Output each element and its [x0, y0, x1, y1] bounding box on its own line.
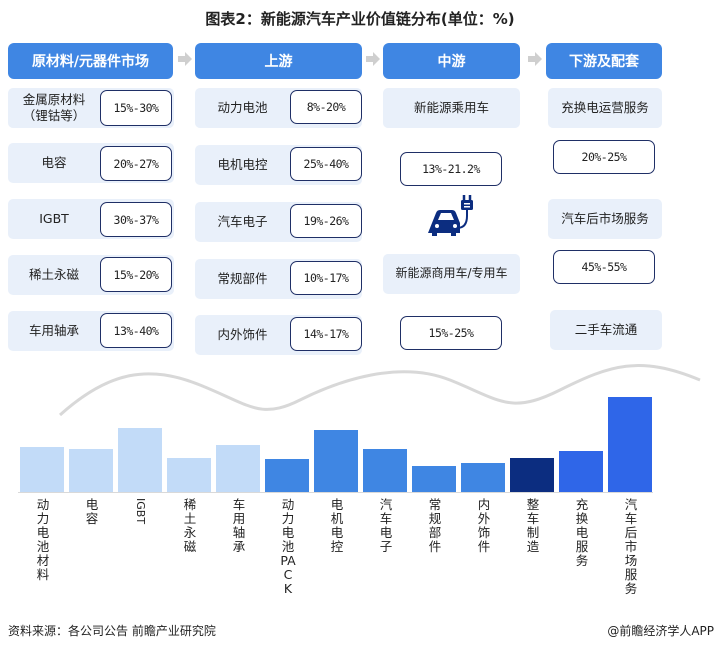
- range-badge: 8%-20%: [290, 90, 362, 124]
- item-commercial-nev: 新能源商用车/专用车: [383, 254, 520, 294]
- header-downstream: 下游及配套: [546, 43, 662, 79]
- item-passenger-nev: 新能源乘用车: [383, 88, 520, 128]
- x-tick-label: 稀土永磁: [183, 497, 197, 554]
- item-aftermarket-service: 汽车后市场服务: [548, 199, 662, 239]
- item-label: 充换电运营服务: [561, 99, 649, 115]
- item-label: 动力电池: [217, 99, 268, 115]
- x-tick-label: 车用轴承: [232, 497, 246, 554]
- chart-title: 图表2：新能源汽车产业价值链分布(单位：%): [205, 10, 515, 28]
- range-badge: 45%-55%: [553, 250, 655, 284]
- item-label: 二手车流通: [574, 321, 638, 337]
- source-note: 资料来源：各公司公告 前瞻产业研究院: [8, 624, 216, 638]
- x-tick-label: 内外饰件: [477, 497, 491, 554]
- x-axis: [18, 492, 653, 493]
- header-upstream: 上游: [195, 43, 362, 79]
- x-tick-label: 汽车后市场服务: [624, 497, 638, 596]
- item-label: 金属原材料（锂钴等）: [22, 91, 86, 123]
- x-tick-label: IGBT: [134, 498, 147, 525]
- item-label: 稀土永磁: [28, 266, 79, 282]
- bar: [461, 463, 505, 492]
- credit-note: @前瞻经济学人APP: [607, 624, 714, 638]
- x-tick-label: 整车制造: [526, 497, 540, 554]
- x-tick-label: 充换电服务: [575, 497, 589, 568]
- item-label: 电容: [41, 154, 67, 170]
- x-tick-label: 电机电控: [330, 497, 344, 554]
- range-badge: 25%-40%: [290, 147, 362, 181]
- bar: [608, 397, 652, 492]
- bar-chart: 动力电池材料 电容 IGBT 稀土永磁 车用轴承 动力电池PACK 电机电控 汽…: [0, 380, 720, 610]
- bar: [510, 458, 554, 492]
- item-label: 汽车后市场服务: [561, 210, 649, 226]
- header-raw-materials: 原材料/元器件市场: [8, 43, 173, 79]
- range-badge: 14%-17%: [290, 317, 362, 351]
- bar: [314, 430, 358, 492]
- bar: [118, 428, 162, 492]
- arrow-right-icon: [178, 52, 192, 66]
- item-used-car: 二手车流通: [550, 310, 662, 350]
- item-label: 车用轴承: [28, 322, 79, 338]
- x-tick-label: 动力电池PACK: [280, 497, 296, 596]
- x-tick-label: 常规部件: [428, 497, 442, 554]
- item-label: 内外饰件: [217, 326, 268, 342]
- range-badge: 20%-27%: [100, 146, 172, 181]
- range-badge: 19%-26%: [290, 204, 362, 238]
- item-label: 常规部件: [217, 270, 268, 286]
- bar: [559, 451, 603, 492]
- range-badge: 30%-37%: [100, 202, 172, 237]
- bar: [20, 447, 64, 492]
- range-badge: 10%-17%: [290, 261, 362, 295]
- x-tick-label: 汽车电子: [379, 497, 393, 554]
- bar: [216, 445, 260, 492]
- bar: [167, 458, 211, 492]
- item-label: IGBT: [39, 210, 69, 226]
- x-tick-label: 动力电池材料: [36, 497, 50, 582]
- range-badge: 15%-30%: [100, 90, 172, 126]
- bar: [265, 459, 309, 492]
- electric-car-charging-icon: [428, 195, 473, 236]
- range-badge: 20%-25%: [553, 140, 655, 174]
- range-badge: 13%-40%: [100, 313, 172, 348]
- arrow-right-icon: [528, 52, 542, 66]
- item-label: 新能源乘用车: [413, 99, 489, 115]
- item-label: 电机电控: [217, 156, 268, 172]
- item-label: 新能源商用车/专用车: [395, 266, 508, 281]
- arrow-right-icon: [366, 52, 380, 66]
- range-badge: 15%-20%: [100, 257, 172, 292]
- range-badge: 15%-25%: [400, 316, 502, 350]
- x-tick-label: 电容: [85, 497, 99, 526]
- item-charging-service: 充换电运营服务: [548, 88, 662, 128]
- item-label: 汽车电子: [217, 213, 268, 229]
- plot-area: [18, 380, 658, 492]
- bar: [69, 449, 113, 492]
- range-badge: 13%-21.2%: [400, 152, 502, 186]
- bar: [363, 449, 407, 492]
- header-midstream: 中游: [383, 43, 520, 79]
- bar: [412, 466, 456, 492]
- decorative-wave: [58, 364, 701, 417]
